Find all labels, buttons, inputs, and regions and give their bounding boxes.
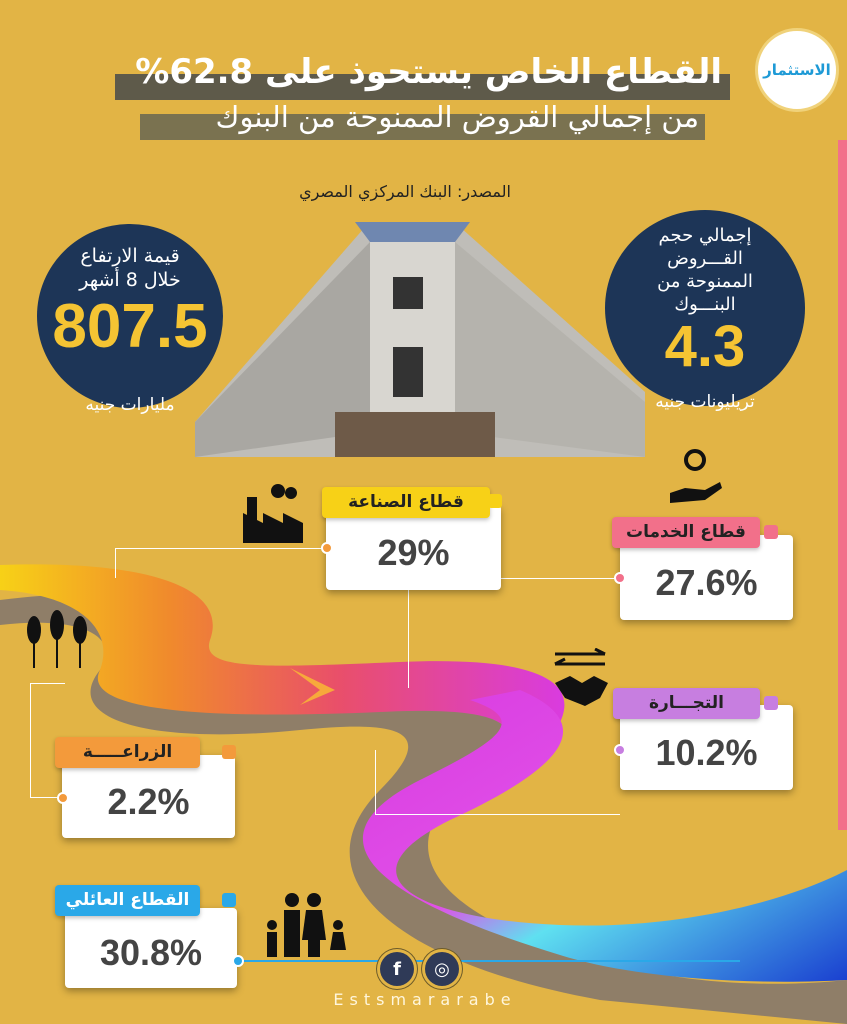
connector-agriculture: [30, 683, 65, 798]
brand-text: Estsmararabe: [333, 990, 517, 1009]
services-dot: [614, 572, 626, 584]
facebook-icon[interactable]: f: [380, 952, 414, 986]
household-dot: [232, 955, 244, 967]
industry-dot: [321, 542, 333, 554]
connector-services: [408, 578, 620, 688]
wheat-icon: [27, 610, 87, 668]
loans-label-line2: القـــروض: [667, 248, 743, 269]
handshake-icon: [554, 648, 608, 706]
services-value: 27.6%: [655, 561, 758, 603]
agriculture-value: 2.2%: [107, 780, 190, 822]
family-icon: [267, 893, 346, 957]
page-title: القطاع الخاص يستحوذ على 62.8%: [115, 52, 730, 100]
agriculture-dot: [57, 792, 69, 804]
loans-label-line3: الممنوحة من: [657, 271, 753, 292]
agriculture-card: 2.2%: [62, 755, 235, 838]
connector-trade: [375, 750, 620, 815]
loans-unit: تريليونات جنيه: [655, 392, 755, 412]
road-upper: [0, 564, 565, 790]
connector-industry: [115, 548, 327, 578]
loans-label-line1: إجمالي حجم: [658, 225, 752, 246]
industry-value: 29%: [377, 531, 450, 573]
source-text: المصدر: البنك المركزي المصري: [299, 182, 511, 201]
trade-card: 10.2%: [620, 705, 793, 790]
industry-tag: قطاع الصناعة: [322, 487, 490, 518]
services-card: 27.6%: [620, 535, 793, 620]
logo: الاستثمار: [755, 28, 839, 112]
industry-marker: [488, 494, 502, 508]
loans-value: 4.3: [664, 314, 746, 379]
service-hand-gear-icon: [670, 449, 722, 503]
road-lower: [362, 690, 847, 982]
rise-value-circle: قيمة الارتفاع خلال 8 أشهر 807.5: [37, 224, 223, 408]
total-loans-circle: إجمالي حجم القـــروض الممنوحة من البنـــ…: [605, 210, 805, 406]
rise-label-line2: خلال 8 أشهر: [79, 269, 181, 291]
central-bank-building-image: [195, 222, 645, 457]
rise-label-line1: قيمة الارتفاع: [80, 245, 180, 267]
industry-card: 29%: [326, 505, 501, 590]
connector-household: [240, 960, 740, 962]
rise-unit: مليارات جنيه: [85, 395, 175, 415]
side-accent-strip: [838, 140, 847, 830]
trade-value: 10.2%: [655, 731, 758, 773]
trade-tag: التجـــارة: [613, 688, 760, 719]
trade-dot: [614, 744, 626, 756]
household-marker: [222, 893, 236, 907]
rise-value: 807.5: [52, 292, 208, 361]
agriculture-marker: [222, 745, 236, 759]
subtitle-text: من إجمالي القروض الممنوحة من البنوك: [215, 100, 699, 134]
household-card: 30.8%: [65, 908, 237, 988]
services-marker: [764, 525, 778, 539]
title-text: القطاع الخاص يستحوذ على 62.8%: [135, 52, 722, 92]
household-value: 30.8%: [99, 932, 203, 973]
factory-icon: [243, 484, 303, 543]
agriculture-tag: الزراعـــــة: [55, 737, 200, 768]
road-chevron: [290, 668, 335, 705]
services-tag: قطاع الخدمات: [612, 517, 760, 548]
trade-marker: [764, 696, 778, 710]
page-subtitle: من إجمالي القروض الممنوحة من البنوك: [140, 100, 705, 142]
loans-label-line4: البنـــوك: [674, 294, 736, 315]
dribbble-icon[interactable]: ◎: [425, 952, 459, 986]
household-tag: القطاع العائلي: [55, 885, 200, 916]
logo-text: الاستثمار: [763, 61, 831, 79]
